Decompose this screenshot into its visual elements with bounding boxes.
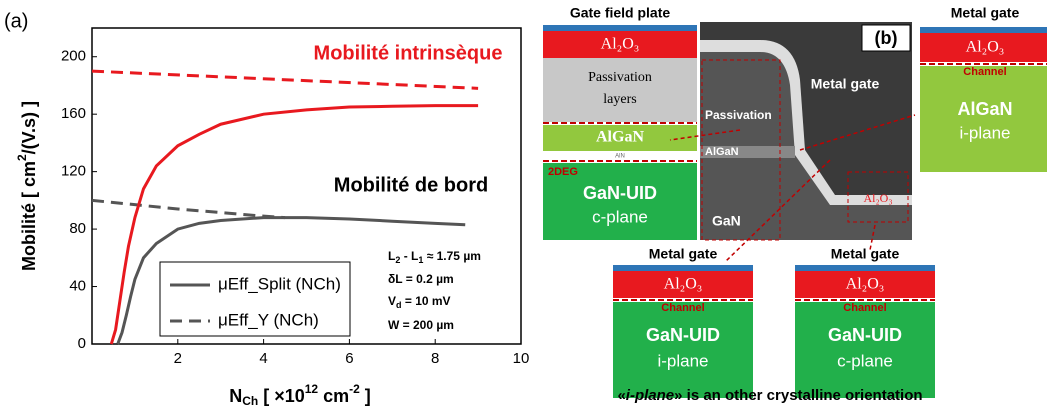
label: i-plane	[959, 123, 1010, 142]
plot-frame	[91, 27, 522, 345]
label: AlGaN	[596, 129, 644, 146]
label: GaN-UID	[646, 325, 720, 345]
line	[116, 216, 466, 345]
x-tick-label: 6	[345, 350, 353, 367]
label: Channel	[963, 66, 1006, 78]
label: Passivation	[705, 108, 772, 122]
x-axis-label: NCh [ ×1012 cm-2 ]	[229, 382, 371, 408]
oxide	[920, 33, 1047, 62]
line	[109, 104, 479, 345]
line	[91, 69, 479, 90]
label: Al₂O₃	[846, 276, 885, 293]
y-tick-label: 200	[61, 48, 86, 65]
label-box	[861, 24, 911, 52]
sem-shape	[700, 40, 912, 240]
label: AlGaN	[705, 146, 739, 158]
chart: (a) NCh [ ×1012 cm-2 ] Mobilité [ cm2/(V…	[4, 10, 529, 408]
label: Passivation	[588, 70, 652, 85]
label: c-plane	[837, 351, 893, 370]
substrate	[613, 302, 753, 398]
panel-label: (a)	[4, 10, 28, 32]
oxide	[543, 31, 697, 58]
param: δL = 0.2 µm	[388, 272, 454, 286]
label: GaN-UID	[828, 325, 902, 345]
label: GaN-UID	[583, 183, 657, 203]
stack-title: Metal gate	[831, 246, 900, 262]
params: L2 - L1 ≈ 1.75 µm δL = 0.2 µm Vd = 10 mV…	[388, 249, 481, 332]
x-tick-label: 10	[513, 350, 530, 367]
label: GaN	[712, 213, 741, 229]
annotation: Mobilité intrinsèque	[314, 42, 503, 64]
y-tick-label: 160	[61, 105, 86, 122]
diagram: Gate field plate Al₂O₃ Passivation layer…	[543, 5, 1047, 404]
param: Vd = 10 mV	[388, 294, 451, 310]
stack-title: Gate field plate	[570, 5, 671, 21]
legend-label: μEff_Y (NCh)	[218, 310, 319, 329]
metal	[920, 27, 1047, 33]
metal	[543, 25, 697, 31]
label: Al₂O₃	[601, 36, 640, 53]
label: layers	[603, 92, 636, 107]
y-tick-label: 40	[69, 278, 86, 295]
label: Al₂O₃	[966, 39, 1005, 56]
param: W = 200 µm	[388, 318, 454, 332]
label: AlGaN	[957, 99, 1012, 119]
param: L2 - L1 ≈ 1.75 µm	[388, 249, 481, 265]
substrate	[795, 302, 935, 398]
zoom-box	[701, 59, 781, 241]
algan	[543, 125, 697, 151]
substrate	[543, 163, 697, 240]
legend-label: μEff_Split (NCh)	[218, 274, 341, 293]
label: (b)	[875, 28, 898, 48]
oxide	[795, 271, 935, 298]
passivation	[543, 58, 697, 122]
stack-title: Metal gate	[649, 246, 718, 262]
aln	[543, 151, 697, 160]
y-tick-label: 0	[78, 335, 86, 352]
label: Channel	[843, 302, 886, 314]
label: Al₂O₃	[664, 276, 703, 293]
y-tick-label: 120	[61, 163, 86, 180]
sem-algan	[700, 146, 795, 158]
label: AlN	[615, 154, 625, 160]
label: c-plane	[592, 207, 648, 226]
caption: «i-plane» is an other crystalline orient…	[617, 387, 922, 404]
line	[91, 198, 286, 220]
annotation: Mobilité de bord	[334, 174, 488, 196]
arrows	[669, 114, 916, 263]
label: Al₂O₃	[863, 191, 892, 205]
x-tick-label: 2	[174, 350, 182, 367]
legend	[159, 261, 351, 337]
stack-title: Metal gate	[951, 5, 1020, 21]
label: Channel	[661, 302, 704, 314]
label: i-plane	[657, 351, 708, 370]
metal	[613, 265, 753, 271]
zoom-box	[847, 171, 909, 223]
label: 2DEG	[548, 166, 578, 178]
y-tick-label: 80	[69, 220, 86, 237]
label: Metal gate	[811, 76, 880, 92]
x-tick-label: 4	[259, 350, 267, 367]
oxide	[613, 271, 753, 298]
metal	[795, 265, 935, 271]
y-axis-label: Mobilité [ cm2/(V.s) ]	[15, 101, 39, 271]
x-tick-label: 8	[431, 350, 439, 367]
substrate	[920, 66, 1047, 172]
